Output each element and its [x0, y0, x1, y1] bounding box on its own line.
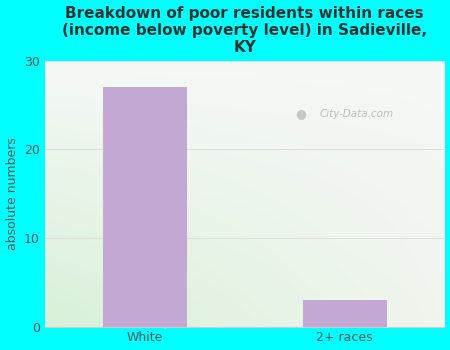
- Y-axis label: absolute numbers: absolute numbers: [5, 137, 18, 250]
- Title: Breakdown of poor residents within races
(income below poverty level) in Sadievi: Breakdown of poor residents within races…: [62, 6, 427, 55]
- Text: ●: ●: [295, 107, 306, 120]
- Bar: [302, 300, 387, 327]
- Text: City-Data.com: City-Data.com: [320, 109, 394, 119]
- Bar: [103, 87, 187, 327]
